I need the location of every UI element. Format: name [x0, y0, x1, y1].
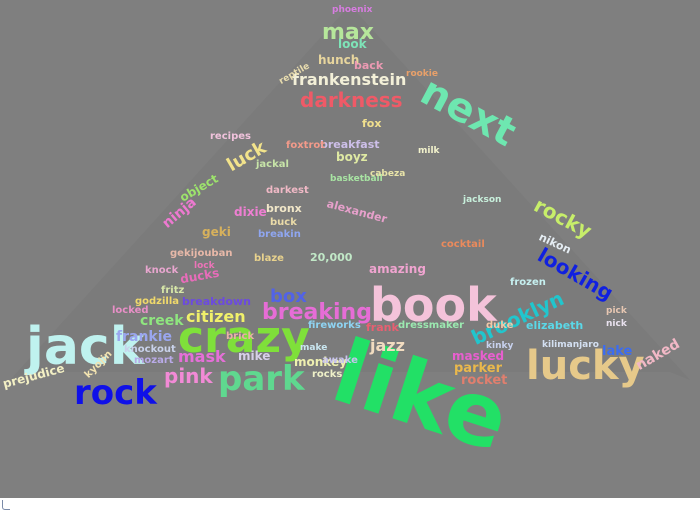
word-cloud-mound-shape	[0, 0, 700, 498]
word-mask: mask	[178, 347, 226, 366]
word-nick: nick	[606, 319, 627, 329]
word-phoenix: phoenix	[332, 5, 373, 15]
word-lake: lake	[602, 344, 633, 359]
word-frank: frank	[366, 321, 399, 334]
word-kinky: kinky	[486, 341, 514, 351]
word-knockout: knockout	[124, 344, 176, 355]
word-frozen: frozen	[510, 277, 546, 288]
word-rookie: rookie	[406, 69, 438, 79]
word-parker: parker	[454, 361, 503, 376]
word-foxtrot: foxtrot	[286, 140, 326, 151]
word-cocktail: cocktail	[441, 239, 485, 250]
word-darkest: darkest	[266, 185, 309, 196]
word-mozart: mozart	[134, 355, 174, 366]
word-cabeza: cabeza	[370, 169, 406, 179]
word-jazz: jazz	[370, 336, 405, 355]
word-lucky: lucky	[526, 343, 645, 389]
word-dressmaker: dressmaker	[398, 320, 465, 331]
word-basketball: basketball	[330, 174, 383, 184]
word-kilimanjaro: kilimanjaro	[542, 340, 599, 350]
word-knock: knock	[145, 265, 179, 276]
word-back: back	[354, 59, 384, 72]
word-frankenstein: frankenstein	[292, 70, 407, 89]
word-park: park	[218, 359, 305, 399]
word-breaking: breaking	[262, 300, 372, 325]
word-dixie: dixie	[234, 205, 267, 219]
word-darkness: darkness	[300, 88, 403, 112]
word-fireworks: fireworks	[308, 320, 361, 331]
word-creek: creek	[140, 313, 184, 329]
word-make: make	[300, 343, 328, 353]
word-jackson: jackson	[463, 195, 502, 205]
word-monkey: monkey	[294, 355, 347, 369]
word-elizabeth: elizabeth	[526, 319, 584, 332]
word-duke: duke	[486, 320, 514, 331]
corner-bracket-icon	[2, 500, 10, 510]
word-awake: awake	[322, 355, 358, 366]
word-bronx: bronx	[266, 202, 302, 215]
word-box: box	[270, 286, 307, 307]
word-look: look	[338, 37, 367, 51]
word-crazy: crazy	[178, 312, 310, 363]
word-hunch: hunch	[318, 53, 360, 67]
word-rock: rock	[74, 373, 157, 413]
word-cloud-canvas: like book crazy jack lucky next park rock pink da…	[0, 0, 700, 498]
word-book: book	[370, 278, 497, 332]
word-rocket: rocket	[461, 373, 508, 388]
word-pick: pick	[606, 306, 627, 316]
word-masked: masked	[452, 349, 505, 363]
status-strip	[0, 498, 700, 513]
word-citizen: citizen	[186, 307, 246, 326]
word-amazing: amazing	[369, 262, 426, 276]
word-max: max	[322, 20, 374, 45]
word-locked: locked	[112, 305, 149, 316]
word-recipes: recipes	[210, 131, 251, 142]
word-boyz: boyz	[336, 150, 368, 164]
word-frankie: frankie	[116, 329, 173, 345]
word-jackal: jackal	[256, 159, 289, 170]
word-gekijouban: gekijouban	[170, 248, 233, 259]
word-20-000: 20,000	[310, 251, 353, 264]
word-fritz: fritz	[161, 285, 185, 296]
word-buck: buck	[270, 217, 297, 228]
word-breakfast: breakfast	[320, 138, 380, 151]
word-fox: fox	[362, 117, 382, 130]
word-lock: lock	[194, 261, 215, 271]
word-rocks: rocks	[312, 369, 343, 380]
word-jack: jack	[26, 317, 145, 377]
word-geki: geki	[202, 225, 231, 239]
word-mike: mike	[238, 349, 271, 363]
word-godzilla: godzilla	[135, 296, 180, 307]
word-breakin: breakin	[258, 229, 301, 240]
word-pink: pink	[164, 364, 213, 388]
word-milk: milk	[418, 146, 440, 156]
word-blaze: blaze	[254, 253, 284, 264]
word-brick: brick	[226, 331, 255, 342]
word-breakdown: breakdown	[182, 295, 251, 308]
